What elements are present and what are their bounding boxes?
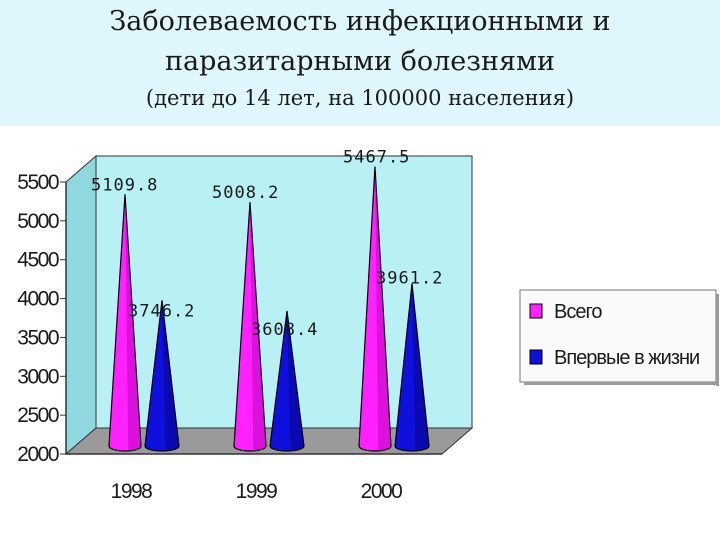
side-wall [65,154,97,456]
legend-shadow [716,294,719,386]
cone-chart: 5500 5000 4500 4000 3500 3000 2500 2000 5109.8 5… [17,148,719,503]
legend-box [519,289,717,383]
title-line-2: паразитарными болезнями [165,46,555,77]
y-tick-label: 5000 [17,210,59,233]
legend-label: Всего [554,301,602,323]
y-tick-label: 4000 [17,288,59,311]
cone-total-2000 [358,166,392,452]
y-tick-label: 3500 [17,326,59,349]
cone-first-time-2000 [394,283,430,452]
data-label: 5008.2 [212,183,279,203]
data-label: 3608.4 [251,320,318,340]
chart-subtitle: (дети до 14 лет, на 100000 населения) [145,86,575,110]
legend-swatch [529,349,543,365]
y-tick-label: 2000 [17,443,59,466]
cone-body [269,310,305,452]
title-line-1: Заболеваемость инфекционными и [109,6,611,37]
cone-total-1998 [108,194,142,452]
cone-shade [375,166,391,451]
cone-shade [162,300,179,451]
cone-body [144,300,180,452]
cone-total-1999 [233,202,267,452]
x-tick-label: 1999 [236,480,278,503]
data-label: 3961.2 [376,269,443,289]
data-label: 5467.5 [343,148,410,168]
cone-shade [412,283,429,451]
cone-body [233,202,267,452]
legend-label: Впервые в жизни [554,347,699,369]
cone-body [394,283,430,452]
cone-body [108,194,142,452]
y-tick-label: 3000 [17,365,59,388]
legend-shadow [524,382,719,385]
title-banner: Заболеваемость инфекционными и паразитар… [0,0,720,126]
y-tick-label: 4500 [17,249,59,272]
x-tick-label: 1998 [111,480,153,503]
x-tick-label: 2000 [361,480,403,503]
legend-swatch [529,303,543,319]
cone-first-time-1999 [269,310,305,452]
cone-body [358,166,392,452]
cone-shade [125,194,141,451]
data-label: 5109.8 [91,175,158,195]
data-label: 3746.2 [128,301,195,321]
y-tick-label: 5500 [17,171,59,194]
legend: Всего Впервые в жизни [519,289,719,386]
cone-shade [287,311,304,451]
cone-first-time-1998 [144,300,180,452]
cone-shade [250,202,266,451]
y-tick-label: 2500 [17,404,59,427]
